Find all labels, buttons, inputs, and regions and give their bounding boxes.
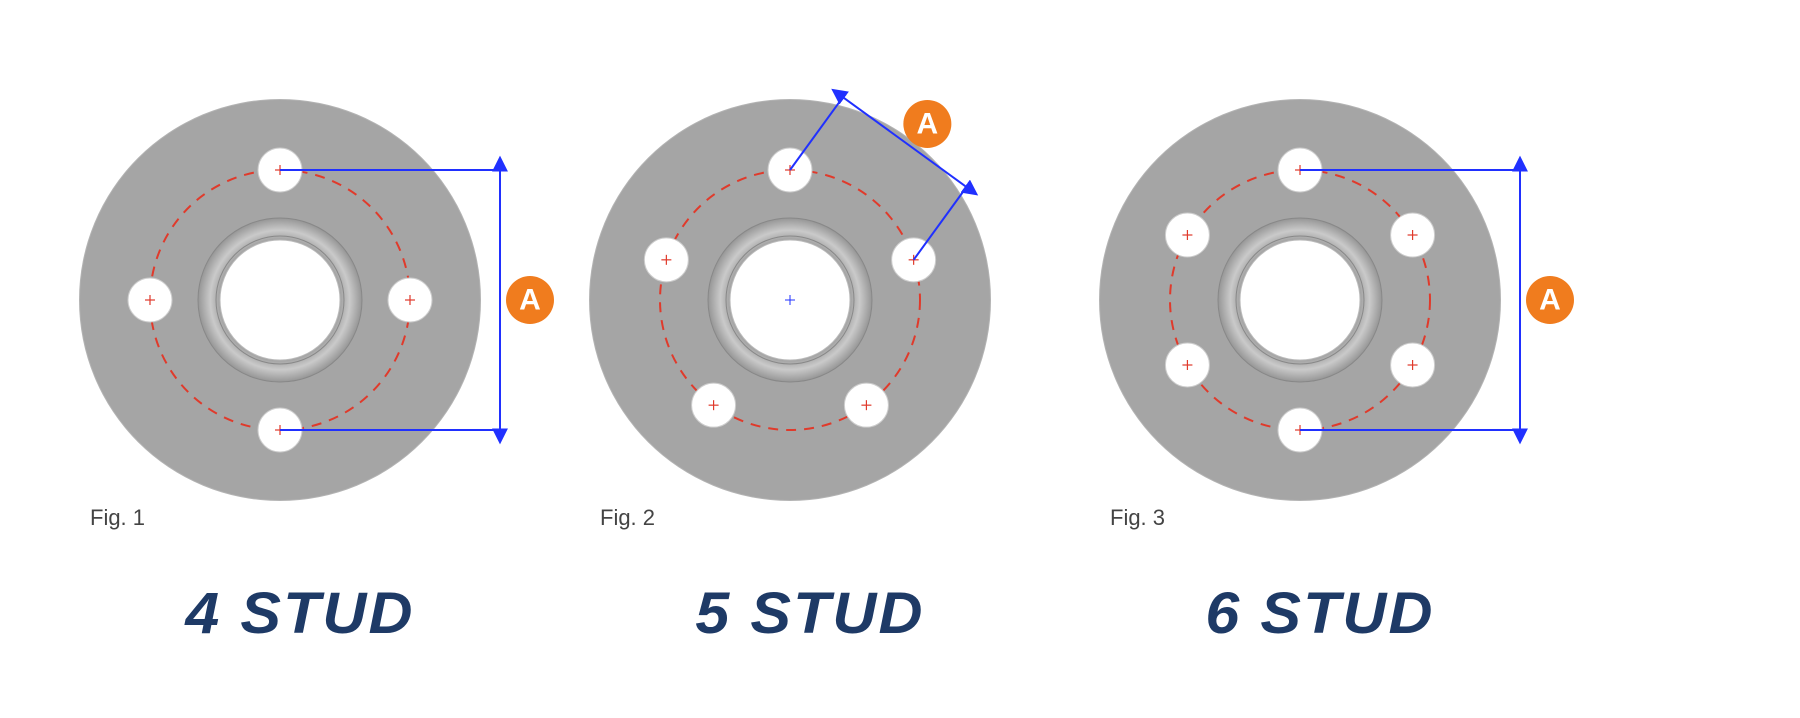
figure-label: Fig. 3 <box>1110 505 1165 531</box>
center-bore <box>1240 240 1360 360</box>
center-bore <box>220 240 340 360</box>
figure-panel: AFig. 36 STUD <box>1020 0 1620 718</box>
dimension-badge-label: A <box>1539 284 1561 317</box>
hub-diagram: A <box>1020 0 1620 560</box>
figure-label: Fig. 2 <box>600 505 655 531</box>
diagram-stage: AFig. 14 STUDAFig. 25 STUDAFig. 36 STUD <box>0 0 1800 718</box>
figure-title: 6 STUD <box>1005 580 1635 647</box>
dimension-badge-label: A <box>917 107 939 140</box>
figure-label: Fig. 1 <box>90 505 145 531</box>
